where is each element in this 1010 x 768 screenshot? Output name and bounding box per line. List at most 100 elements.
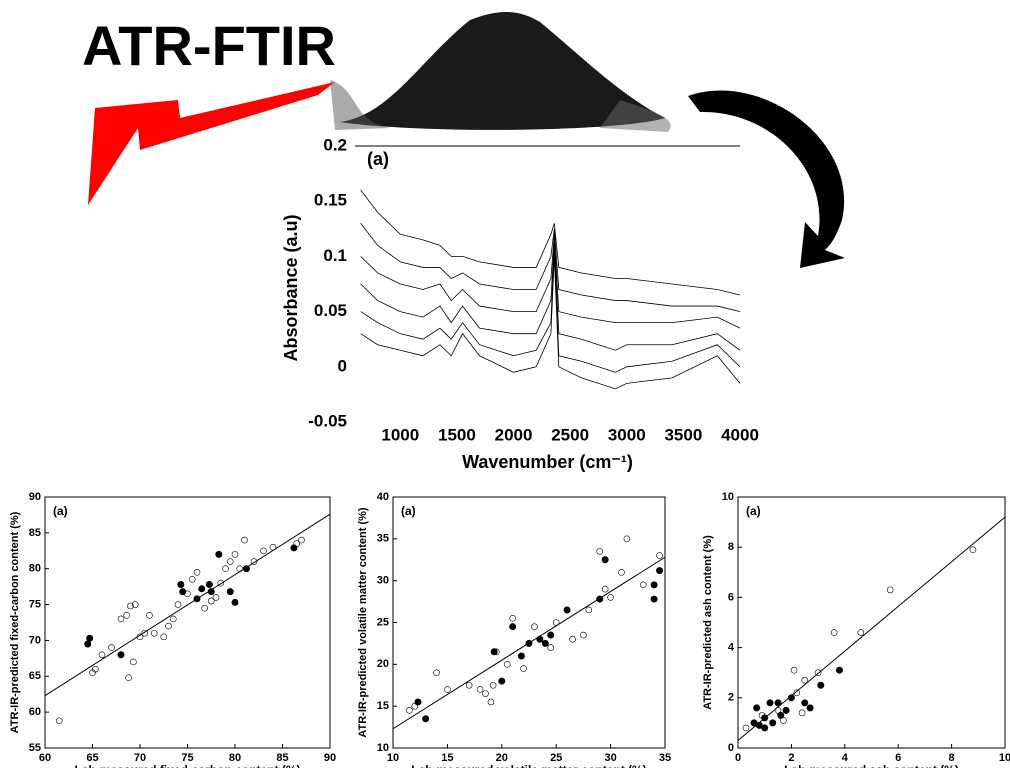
spectrum-line <box>360 234 741 329</box>
point-open <box>601 585 609 593</box>
point-filled <box>198 585 206 593</box>
point-open <box>618 568 625 576</box>
point-open <box>801 676 809 684</box>
point-filled <box>242 565 250 573</box>
point-open <box>207 597 215 605</box>
point-open <box>222 565 229 573</box>
point-open <box>188 576 196 583</box>
point-open <box>520 665 527 672</box>
y-tick-label: -0.05 <box>308 411 347 430</box>
point-filled <box>525 639 533 647</box>
y-tick-label: 8 <box>728 541 734 553</box>
point-filled <box>761 724 769 732</box>
point-filled <box>226 588 234 596</box>
y-tick-label: 0.15 <box>314 191 347 210</box>
plot-frame <box>737 496 1006 749</box>
point-open <box>482 690 489 697</box>
point-open <box>260 547 267 555</box>
point-filled <box>817 681 825 689</box>
point-filled <box>777 711 785 719</box>
point-filled <box>207 588 215 596</box>
point-open <box>131 601 139 608</box>
fit-line <box>44 513 331 697</box>
point-open <box>150 629 158 637</box>
point-open <box>465 681 473 689</box>
point-open <box>552 619 560 626</box>
point-open <box>509 615 516 622</box>
y-tick-label: 80 <box>29 563 41 575</box>
y-tick-label: 20 <box>377 658 389 670</box>
point-open <box>639 581 647 589</box>
point-filled <box>766 699 774 707</box>
chart-title: (a) <box>53 504 68 518</box>
point-open <box>489 681 497 689</box>
x-tick-label: 10 <box>999 752 1010 764</box>
y-tick-label: 90 <box>29 491 41 503</box>
point-open <box>580 631 587 639</box>
point-open <box>226 558 234 565</box>
x-tick-label: 30 <box>604 752 616 764</box>
point-filled <box>656 567 664 575</box>
x-tick-label: 4 <box>842 752 849 764</box>
x-tick-label: 85 <box>276 752 288 764</box>
chart-title: (a) <box>401 504 416 518</box>
point-open <box>656 552 663 559</box>
y-tick-label: 10 <box>377 742 389 754</box>
y-axis-label: ATR-IR-predicted volatile matter content… <box>357 507 369 738</box>
x-tick-label: 35 <box>659 752 671 764</box>
plot-frame <box>44 496 331 749</box>
x-tick-label: 75 <box>181 752 193 764</box>
y-tick-label: 2 <box>728 692 734 704</box>
y-tick-label: 30 <box>377 575 389 587</box>
y-axis-label: ATR-IR-predicted fixed-carbon content (%… <box>9 511 21 733</box>
point-filled <box>650 581 658 589</box>
y-tick-label: 10 <box>722 491 734 503</box>
x-tick-label: 6 <box>895 752 901 764</box>
point-open <box>108 644 115 651</box>
y-tick-label: 70 <box>29 634 41 646</box>
y-tick-label: 6 <box>728 591 734 603</box>
point-open <box>141 629 149 637</box>
plot-frame <box>392 496 666 749</box>
point-filled <box>177 580 185 588</box>
x-tick-label: 15 <box>441 752 453 764</box>
x-axis-label: Lab-measured fixed-carbon content (%) <box>74 763 300 768</box>
point-open <box>123 612 130 619</box>
y-tick-label: 0 <box>728 742 734 754</box>
point-filled <box>787 694 795 702</box>
point-filled <box>601 556 609 564</box>
x-tick-label: 1500 <box>438 425 476 444</box>
point-open <box>406 707 413 714</box>
x-tick-label: 8 <box>949 752 955 764</box>
point-open <box>193 568 201 576</box>
y-tick-label: 4 <box>728 642 735 654</box>
point-filled <box>536 635 544 643</box>
y-axis-label: Absorbance (a.u) <box>281 214 301 361</box>
point-filled <box>205 580 213 588</box>
y-tick-label: 0.1 <box>323 246 347 265</box>
point-open <box>830 629 838 636</box>
point-open <box>433 669 440 677</box>
point-open <box>503 661 511 668</box>
x-tick-label: 3500 <box>664 425 702 444</box>
point-filled <box>782 706 790 714</box>
point-open <box>857 629 865 636</box>
point-open <box>531 623 538 630</box>
point-filled <box>801 699 809 707</box>
spectrum-line <box>360 256 741 390</box>
point-open <box>130 658 137 666</box>
x-tick-label: 10 <box>387 752 399 764</box>
point-open <box>212 594 220 601</box>
y-tick-label: 75 <box>29 598 41 610</box>
x-axis-label: Lab-measured volatile matter content (%) <box>411 763 646 768</box>
point-open <box>623 535 631 543</box>
curved-arrow <box>688 90 845 269</box>
point-filled <box>547 631 555 639</box>
lightning-bolt <box>88 82 335 205</box>
y-tick-label: 0.2 <box>323 135 347 154</box>
point-open <box>969 546 977 554</box>
point-open <box>127 602 134 610</box>
point-filled <box>215 550 223 558</box>
point-filled <box>563 606 571 614</box>
